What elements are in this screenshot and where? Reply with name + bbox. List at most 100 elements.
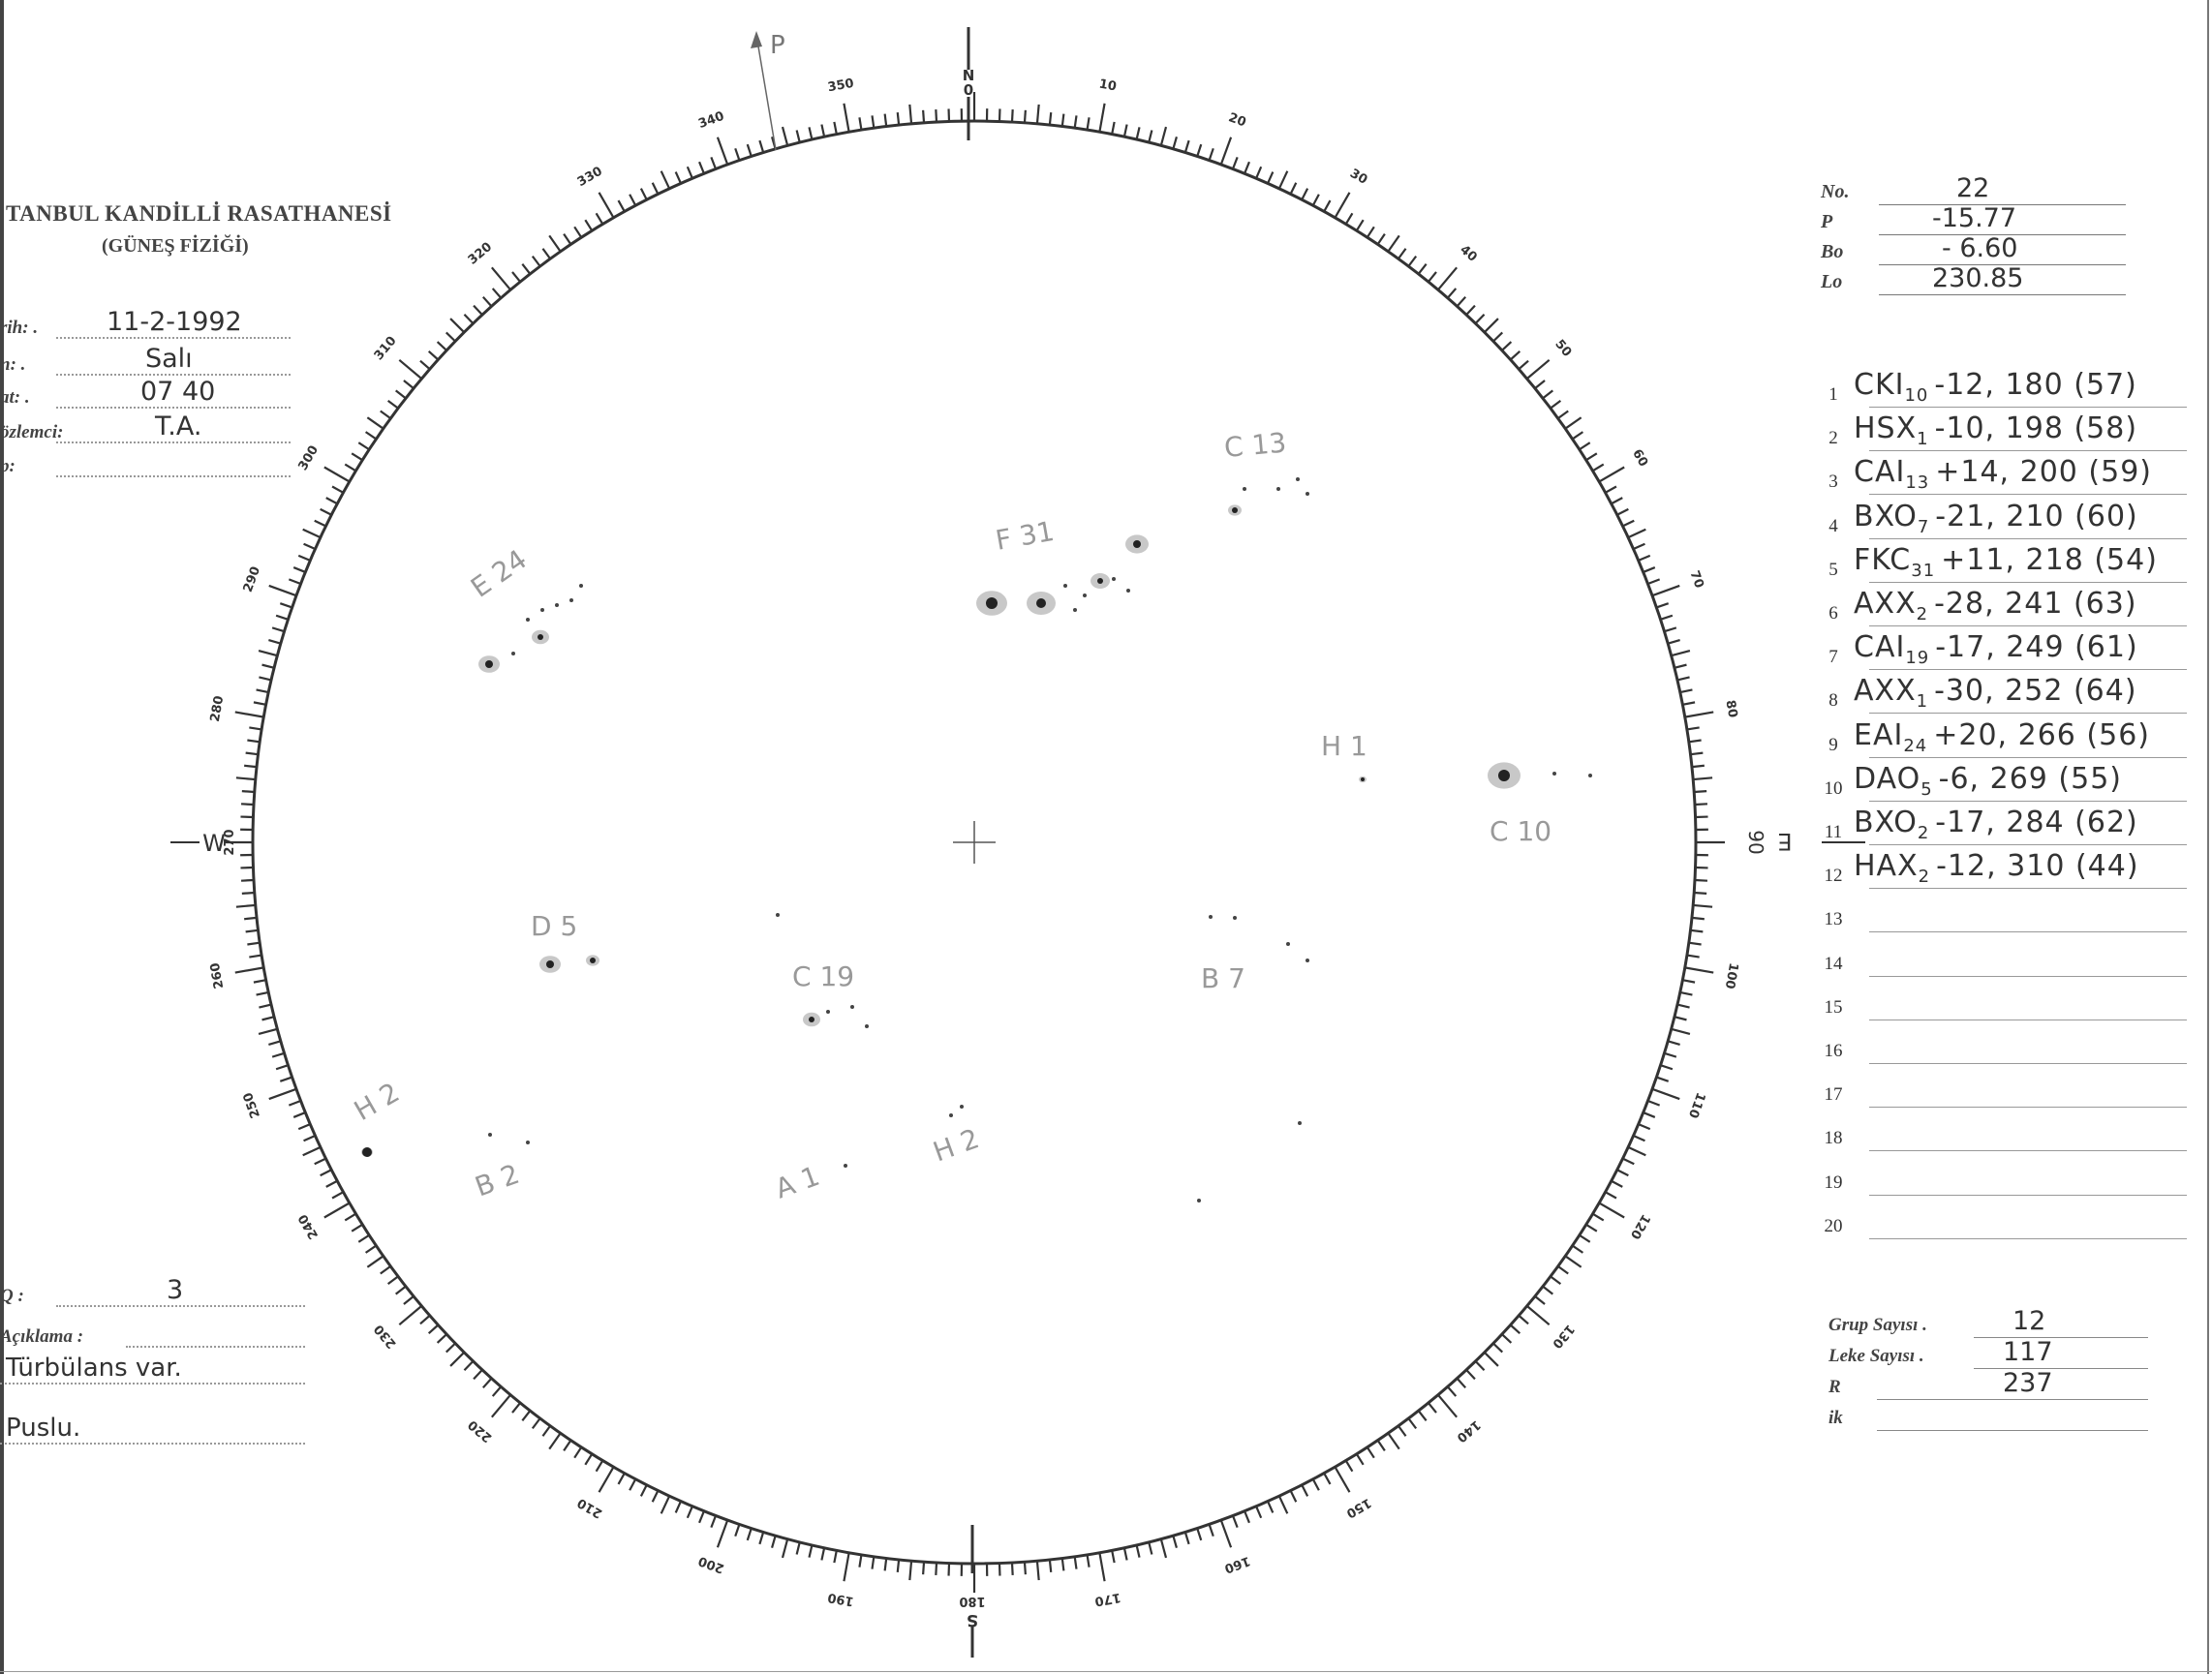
degree-tick [247, 941, 261, 946]
degree-tick [1525, 1305, 1551, 1326]
sunspot-pore [579, 584, 583, 588]
summary-row: R 237 [1828, 1368, 2148, 1400]
degree-label: 70 [1687, 569, 1706, 591]
degree-tick [1183, 139, 1190, 153]
degree-tick [1456, 1377, 1467, 1389]
group-row: 16 [1819, 1022, 2187, 1066]
degree-tick [256, 688, 269, 694]
degree-tick [1694, 878, 1708, 882]
group-position: -21, 210 (60) [1935, 499, 2138, 533]
degree-tick [660, 1495, 671, 1514]
degree-tick [674, 171, 682, 184]
dotted-line [0, 1443, 305, 1445]
degree-tick [1231, 156, 1239, 169]
degree-tick [314, 519, 326, 528]
degree-tick [1060, 1558, 1065, 1571]
degree-tick [584, 1453, 594, 1466]
degree-tick [1301, 188, 1309, 200]
degree-tick [1148, 1541, 1153, 1555]
underline [1869, 581, 2187, 583]
sunspot-pore [1209, 915, 1213, 919]
degree-tick [1023, 109, 1027, 123]
degree-tick [1135, 127, 1141, 140]
degree-tick [1686, 954, 1700, 959]
degree-tick [521, 1410, 532, 1421]
group-position: -12, 180 (57) [1934, 368, 2137, 402]
degree-tick [1671, 649, 1691, 657]
summary-row: ik [1828, 1400, 2148, 1431]
group-row: 10 DAO5 -6, 269 (55) [1819, 760, 2187, 804]
degree-label: 50 [1551, 337, 1574, 360]
form-value: 11-2-1992 [107, 307, 242, 337]
degree-tick [1694, 891, 1707, 895]
degree-tick [323, 1202, 351, 1219]
degree-label: 250 [241, 1090, 263, 1120]
degree-tick [1474, 1360, 1486, 1372]
west-degree-label: 270 [223, 829, 237, 855]
summary-value: 117 [2003, 1337, 2053, 1367]
summary-value: 237 [2003, 1368, 2053, 1398]
group-number: 16 [1824, 1041, 1843, 1061]
degree-tick [598, 192, 615, 219]
degree-tick [698, 1510, 705, 1524]
degree-tick [1135, 1544, 1141, 1558]
degree-tick [548, 234, 562, 253]
sunspot-pore [1296, 477, 1300, 481]
degree-tick [275, 1064, 289, 1071]
degree-tick [398, 1305, 423, 1326]
degree-tick [1633, 1135, 1645, 1142]
degree-tick [1638, 554, 1651, 562]
degree-tick [1671, 1027, 1691, 1036]
degree-tick [1492, 331, 1504, 343]
group-row: 13 [1819, 891, 2187, 934]
sunspot-umbra [809, 1017, 814, 1022]
degree-tick [234, 711, 264, 718]
remarks-row: Açıklama : [0, 1319, 305, 1352]
degree-tick [302, 1145, 322, 1157]
degree-tick [1656, 1076, 1670, 1082]
degree-tick [1534, 1294, 1546, 1305]
degree-tick [1376, 232, 1386, 245]
degree-label: 30 [1347, 167, 1369, 188]
degree-tick [323, 466, 351, 483]
group-position: -12, 310 (44) [1936, 849, 2139, 884]
degree-tick [771, 1535, 777, 1548]
underline [1869, 1237, 2187, 1239]
remark-text: Türbülans var. [6, 1354, 182, 1383]
degree-tick [244, 764, 258, 769]
degree-tick [1231, 1515, 1239, 1529]
degree-label: 160 [1222, 1553, 1252, 1575]
degree-tick [1376, 1440, 1386, 1452]
group-class: DAO [1854, 761, 1921, 796]
group-number: 13 [1824, 909, 1843, 930]
degree-tick [1686, 726, 1700, 731]
degree-tick [1323, 199, 1332, 212]
underline [1869, 537, 2187, 539]
parameter-value: 230.85 [1932, 263, 2024, 293]
degree-label: 10 [1098, 77, 1118, 95]
degree-tick [1550, 399, 1562, 410]
form-row: p: [0, 448, 291, 481]
degree-tick [531, 255, 541, 267]
degree-tick [541, 1425, 551, 1437]
group-number: 19 [1824, 1172, 1843, 1193]
degree-tick [808, 127, 814, 140]
scan-edge-left [0, 0, 4, 1674]
north-label: N [963, 67, 975, 84]
group-number: 17 [1824, 1084, 1843, 1106]
degree-tick [746, 1528, 753, 1541]
degree-label: 300 [296, 443, 323, 473]
degree-tick [781, 1538, 789, 1559]
sunspot-umbra [1133, 540, 1141, 548]
degree-tick [1684, 966, 1714, 974]
degree-tick [1664, 626, 1677, 633]
degree-tick [1667, 639, 1680, 645]
degree-tick [1643, 1111, 1656, 1118]
group-spot-count: 5 [1920, 778, 1933, 800]
sunspot-group-label: F 31 [993, 515, 1056, 557]
underline [1879, 264, 2126, 265]
degree-tick [598, 1466, 615, 1493]
degree-tick [1277, 1495, 1289, 1514]
dotted-line [0, 1383, 305, 1385]
